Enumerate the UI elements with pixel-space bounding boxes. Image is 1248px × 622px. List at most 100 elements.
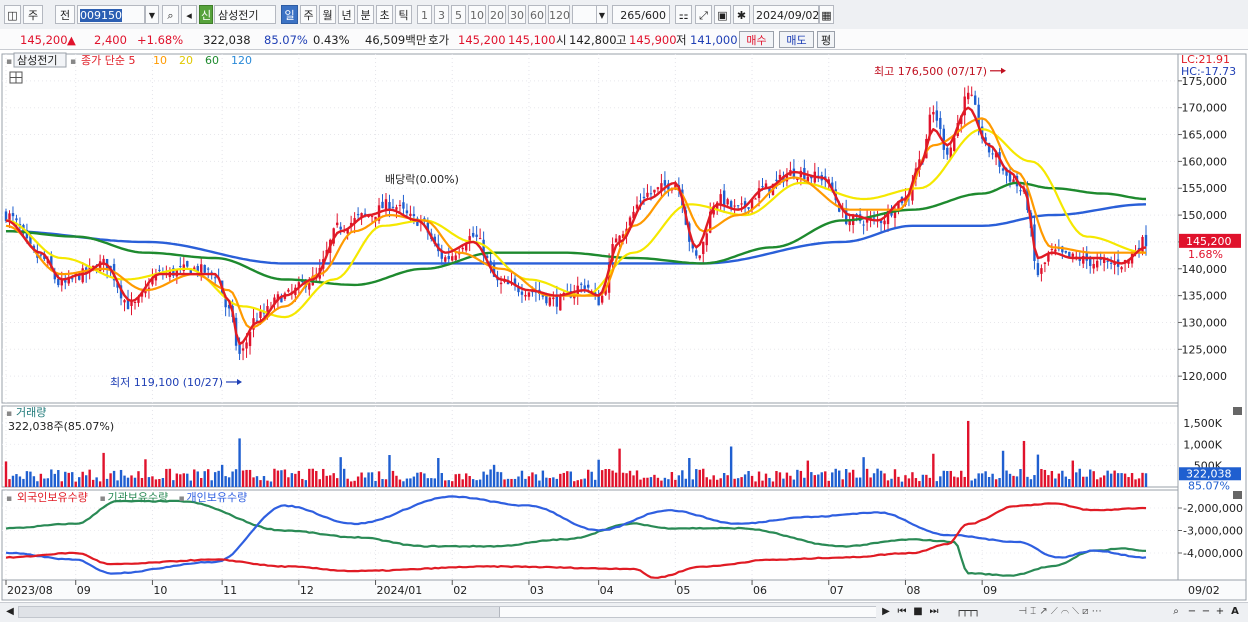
candle-body bbox=[499, 282, 503, 285]
range-icon[interactable]: ┌┬┬┐ bbox=[955, 606, 981, 617]
buy-button[interactable]: 매수 bbox=[739, 31, 774, 48]
zoom-in-icon[interactable]: + bbox=[1215, 606, 1225, 617]
candle-body bbox=[527, 292, 531, 297]
gear-icon[interactable]: ✱ bbox=[733, 5, 750, 24]
price-tick-label: 135,000 bbox=[1182, 290, 1228, 303]
interval-button-30[interactable]: 30 bbox=[508, 5, 526, 24]
scroll-thumb[interactable] bbox=[499, 607, 876, 617]
interval-button-20[interactable]: 20 bbox=[488, 5, 506, 24]
period-button-1[interactable]: 주 bbox=[300, 5, 317, 24]
volume-value: 322,038 bbox=[203, 33, 251, 47]
period-button-6[interactable]: 틱 bbox=[395, 5, 412, 24]
interval-button-5[interactable]: 5 bbox=[451, 5, 466, 24]
speaker-icon[interactable]: ◂ bbox=[181, 5, 197, 24]
quote-bar bbox=[0, 29, 1248, 50]
candle-body bbox=[273, 297, 276, 305]
candle-body bbox=[559, 295, 562, 311]
volume-bar bbox=[865, 468, 869, 487]
scroll-track[interactable] bbox=[18, 606, 876, 618]
period-button-3[interactable]: 년 bbox=[338, 5, 355, 24]
volume-bar bbox=[252, 477, 255, 487]
scroll-right-arrow[interactable]: ▶ bbox=[882, 606, 890, 617]
period-button-4[interactable]: 분 bbox=[357, 5, 374, 24]
average-button[interactable]: 평 bbox=[817, 31, 835, 48]
volume-bar bbox=[1033, 475, 1036, 487]
holdings-square-icon: ▪ bbox=[6, 494, 12, 504]
zoom-minus-icon[interactable]: − bbox=[1201, 606, 1211, 617]
volume-bar bbox=[32, 476, 36, 487]
sell-button[interactable]: 매도 bbox=[779, 31, 814, 48]
hc-label: HC:-17.73 bbox=[1181, 65, 1236, 78]
interval-button-120[interactable]: 120 bbox=[548, 5, 570, 24]
all-button[interactable]: 전 bbox=[55, 5, 75, 24]
volume-bar bbox=[956, 477, 959, 487]
volume-bar bbox=[339, 457, 342, 487]
market-mode-button[interactable]: 주 bbox=[23, 5, 43, 24]
candle-body bbox=[953, 137, 956, 151]
volume-bar bbox=[831, 472, 834, 487]
interval-button-60[interactable]: 60 bbox=[528, 5, 546, 24]
candle-body bbox=[485, 255, 489, 259]
volume-bar bbox=[332, 473, 335, 487]
x-axis-label: 2024/01 bbox=[377, 584, 423, 597]
date-field[interactable]: 2024/09/02 bbox=[753, 5, 819, 24]
first-icon[interactable]: ⏮ bbox=[897, 606, 907, 617]
volume-bar bbox=[1082, 476, 1085, 487]
interval-button-1[interactable]: 1 bbox=[417, 5, 432, 24]
zoom-icon[interactable]: ⌕ bbox=[1173, 606, 1179, 617]
chart-area[interactable]: 120,000125,000130,000135,000140,000145,0… bbox=[0, 50, 1248, 602]
period-button-5[interactable]: 초 bbox=[376, 5, 393, 24]
candle-body bbox=[768, 186, 771, 193]
search-icon[interactable]: ⌕ bbox=[162, 5, 179, 24]
volume-bar bbox=[607, 469, 611, 487]
candle-body bbox=[182, 264, 185, 271]
volume-bar bbox=[1026, 476, 1029, 487]
volume-bar bbox=[475, 480, 478, 487]
candle-body bbox=[848, 221, 851, 226]
volume-bar bbox=[290, 473, 294, 487]
volume-bar bbox=[433, 478, 437, 487]
volume-bar bbox=[552, 477, 555, 487]
volume-tick-label: 1,500K bbox=[1183, 417, 1222, 430]
candle-body bbox=[1095, 260, 1099, 268]
draw-tools-icon[interactable]: ⊣ ⌶ ↗ ⟋ ⌒ ⟍ ⧄ ⋯ bbox=[1018, 606, 1102, 617]
period-button-2[interactable]: 월 bbox=[319, 5, 336, 24]
volume-bar bbox=[18, 476, 22, 487]
bar-count-field[interactable]: 265/600 bbox=[612, 5, 670, 24]
save-icon[interactable]: ▣ bbox=[714, 5, 731, 24]
volume-bar bbox=[876, 468, 879, 487]
stock-name-field[interactable]: 삼성전기 bbox=[214, 5, 276, 24]
hoga-label: 호가 bbox=[428, 33, 450, 47]
volume-bars bbox=[4, 420, 1148, 487]
candle-body bbox=[402, 202, 405, 209]
indicator-icon[interactable]: ⚏ bbox=[675, 5, 692, 24]
volume-bar bbox=[810, 472, 813, 487]
last-icon[interactable]: ⏭ bbox=[929, 606, 939, 617]
volume-tick-label: 1,000K bbox=[1183, 438, 1222, 451]
zoom-out-icon[interactable]: − bbox=[1187, 606, 1197, 617]
candle-body bbox=[949, 147, 952, 159]
candle-body bbox=[991, 153, 994, 155]
chevron-down-icon[interactable]: ▼ bbox=[145, 5, 159, 24]
window-icon[interactable]: ◫ bbox=[4, 5, 21, 24]
candle-body bbox=[639, 200, 642, 202]
volume-bar bbox=[573, 481, 576, 487]
chevron-down-icon[interactable]: ▼ bbox=[596, 5, 608, 24]
holdings-tick-label: -2,000,000 bbox=[1183, 502, 1243, 515]
interval-button-3[interactable]: 3 bbox=[434, 5, 449, 24]
interval-button-10[interactable]: 10 bbox=[468, 5, 486, 24]
draw-icon[interactable]: ⤢ bbox=[695, 5, 712, 24]
font-size-icon[interactable]: A bbox=[1231, 606, 1239, 617]
stop-icon[interactable]: ■ bbox=[913, 606, 923, 617]
scrollbar[interactable]: ◀ ▶ ⏮ ■ ⏭ ┌┬┬┐ ⊣ ⌶ ↗ ⟋ ⌒ ⟍ ⧄ ⋯ ⌕ − − + A bbox=[0, 602, 1248, 622]
period-button-0[interactable]: 일 bbox=[281, 5, 298, 24]
candle-body bbox=[517, 286, 520, 293]
volume-bar bbox=[994, 479, 998, 487]
calendar-icon[interactable]: ▦ bbox=[819, 5, 834, 24]
candle-body bbox=[963, 96, 966, 116]
candle-body bbox=[545, 293, 548, 304]
stock-code-input[interactable]: 009150 bbox=[77, 5, 145, 24]
candle-body bbox=[186, 261, 189, 267]
scroll-left-arrow[interactable]: ◀ bbox=[6, 606, 14, 617]
volume-bar bbox=[384, 479, 388, 487]
